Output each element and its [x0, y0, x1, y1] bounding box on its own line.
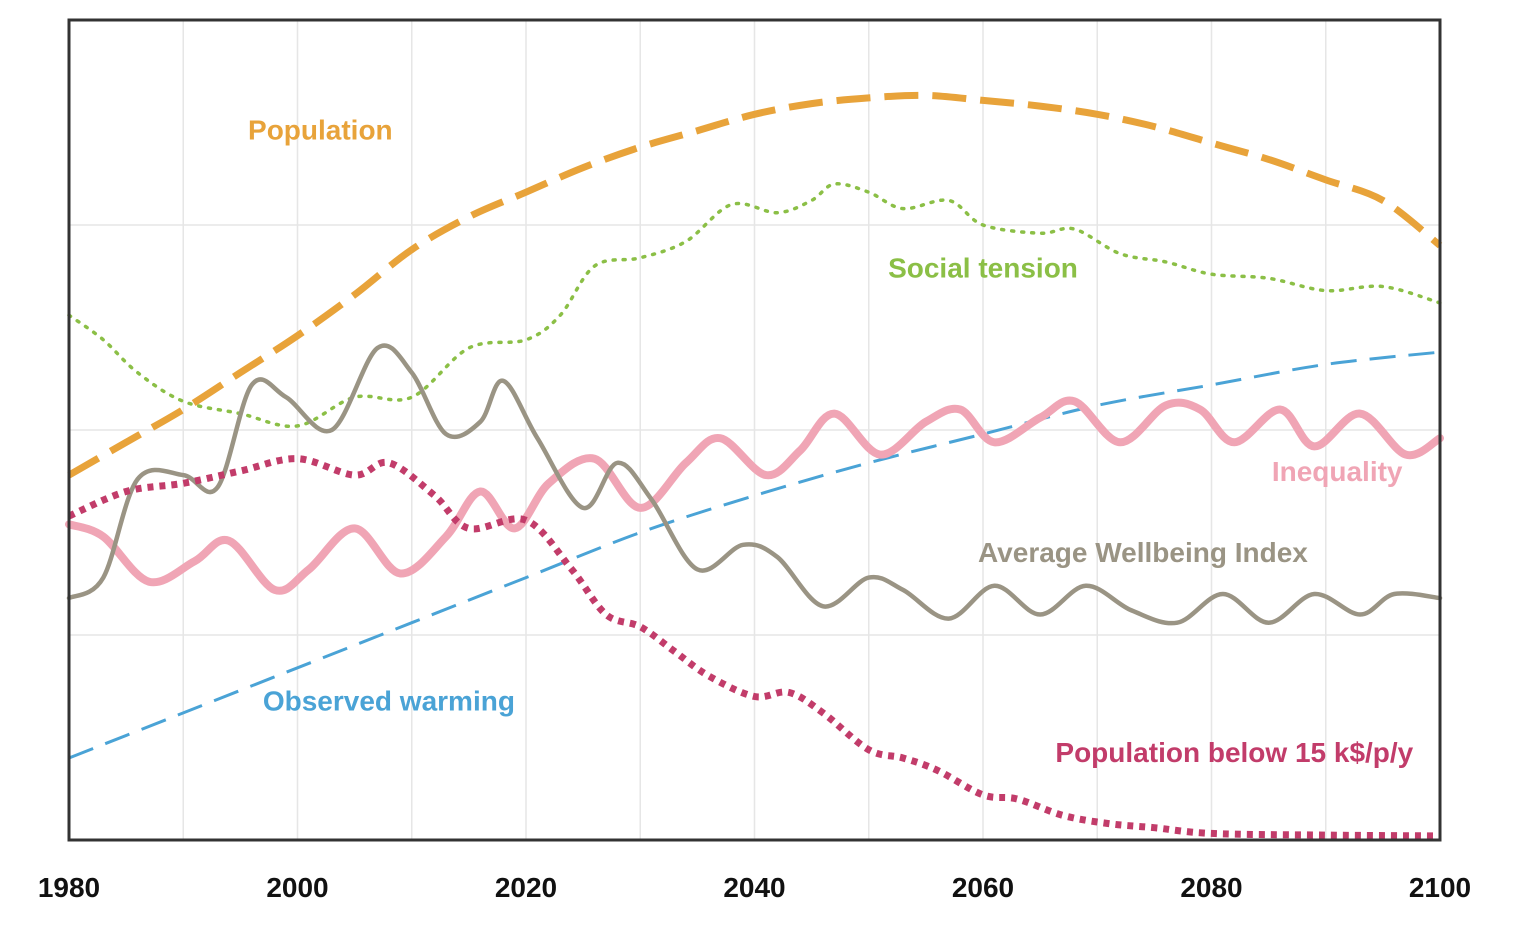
x-tick-label: 2040	[723, 872, 785, 903]
series-label-population-below-15-k-p-y: Population below 15 k$/p/y	[1055, 737, 1413, 768]
series-line-social-tension	[67, 182, 1442, 429]
x-tick-label: 2000	[266, 872, 328, 903]
series-line-population-below-15-k-p-y	[67, 455, 1441, 840]
plot-frame	[67, 18, 1442, 842]
series-line-average-wellbeing-index	[66, 343, 1443, 626]
series-label-observed-warming: Observed warming	[263, 685, 515, 716]
x-tick-label: 1980	[38, 872, 100, 903]
series-label-population: Population	[248, 115, 393, 146]
series-line-inequality	[65, 396, 1444, 595]
x-tick-label: 2020	[495, 872, 557, 903]
series-label-average-wellbeing-index: Average Wellbeing Index	[978, 537, 1308, 568]
x-tick-label: 2060	[952, 872, 1014, 903]
gridlines	[69, 20, 1440, 840]
series-label-inequality: Inequality	[1272, 456, 1403, 487]
series-label-social-tension: Social tension	[888, 252, 1078, 283]
x-tick-label: 2100	[1409, 872, 1471, 903]
x-axis-ticks: 1980 2000 2020 2040 2060 2080 2100	[38, 872, 1471, 903]
x-tick-label: 2080	[1180, 872, 1242, 903]
series-line-observed-warming	[68, 350, 1441, 760]
series-line-population	[67, 91, 1443, 479]
series-labels: Population Social tension Observed warming…	[248, 115, 1414, 768]
series-layer	[65, 91, 1444, 840]
